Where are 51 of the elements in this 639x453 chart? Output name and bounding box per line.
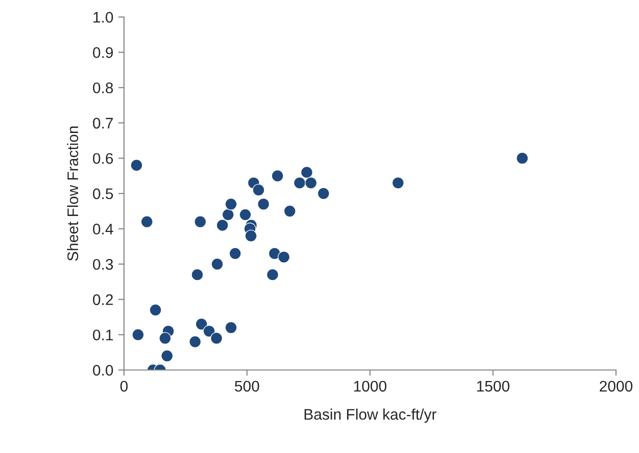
point: [160, 350, 174, 362]
point: [222, 208, 234, 221]
x-tick-label: 1500: [477, 380, 510, 392]
point: [210, 332, 223, 344]
point: [191, 268, 204, 281]
point: [293, 176, 306, 190]
y-tick-label: 0.6: [92, 153, 113, 164]
x-axis-title: Basin Flow kac-ft/yr: [304, 408, 436, 423]
point: [195, 318, 208, 330]
x-tick-label: 2000: [600, 380, 632, 392]
point: [252, 184, 265, 196]
point: [516, 152, 528, 164]
point: [194, 216, 206, 228]
point: [158, 332, 172, 344]
point: [317, 187, 330, 200]
point: [268, 247, 281, 260]
point: [304, 176, 318, 190]
point: [132, 328, 144, 341]
y-tick-label: 0.2: [92, 294, 113, 306]
x-tick-label: 500: [234, 380, 260, 392]
point: [392, 176, 404, 190]
point: [140, 216, 154, 228]
x-tick-label: 0: [120, 380, 128, 392]
y-tick-label: 0.3: [92, 258, 113, 270]
point: [149, 304, 162, 316]
x-tick-label: 1000: [354, 380, 386, 392]
point: [229, 247, 242, 260]
y-tick-label: 0.1: [92, 330, 113, 340]
point: [202, 325, 216, 338]
point: [266, 268, 279, 281]
y-tick-label: 0.4: [92, 224, 114, 234]
y-tick-label: 0.5: [92, 188, 113, 200]
y-tick-label: 0.7: [92, 118, 113, 129]
point: [271, 170, 284, 182]
point: [188, 336, 202, 348]
y-axis-title: Sheet Flow Fraction: [66, 126, 78, 261]
y-tick-label: 1.0: [94, 12, 113, 23]
y-tick-label: 0.8: [92, 82, 113, 94]
y-tick-label: 0.9: [92, 47, 113, 58]
y-tick-label: 0.0: [92, 364, 113, 376]
point: [211, 258, 224, 270]
point: [239, 208, 252, 221]
point: [216, 219, 229, 232]
point: [257, 198, 270, 210]
point: [278, 250, 290, 264]
point: [300, 166, 313, 178]
point: [224, 321, 238, 334]
point: [130, 159, 143, 172]
point: [244, 230, 258, 242]
point: [284, 204, 296, 218]
point: [224, 198, 238, 210]
